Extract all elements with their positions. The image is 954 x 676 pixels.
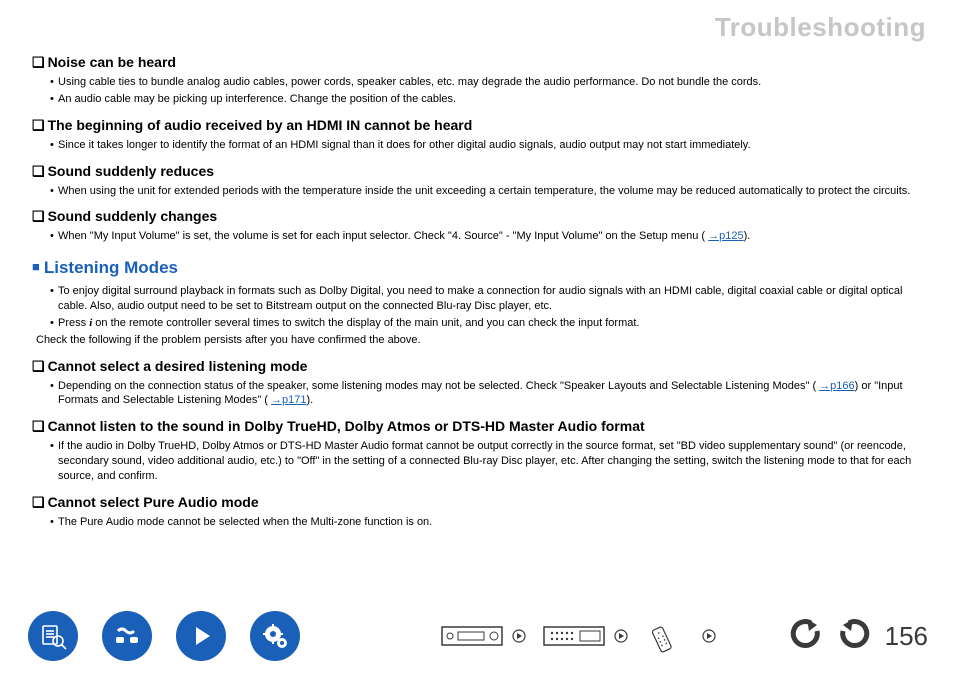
link-p125[interactable]: →p125 xyxy=(708,230,743,242)
heading-pure: ❏Cannot select Pure Audio mode xyxy=(32,494,926,511)
settings-icon[interactable] xyxy=(250,611,300,661)
manual-icon[interactable] xyxy=(28,611,78,661)
link-p171[interactable]: →p171 xyxy=(271,394,306,406)
heading-reduces: ❏Sound suddenly reduces xyxy=(32,163,926,180)
bullet: •When using the unit for extended period… xyxy=(32,184,926,199)
bullet: •When "My Input Volume" is set, the volu… xyxy=(32,229,926,244)
heading-hdmi: ❏The beginning of audio received by an H… xyxy=(32,117,926,134)
connections-icon[interactable] xyxy=(102,611,152,661)
heading-noise: ❏Noise can be heard xyxy=(32,54,926,71)
heading-cannot-mode: ❏Cannot select a desired listening mode xyxy=(32,358,926,375)
heading-changes: ❏Sound suddenly changes xyxy=(32,208,926,225)
bullet: •Using cable ties to bundle analog audio… xyxy=(32,75,926,90)
heading-listening-modes: ■Listening Modes xyxy=(32,258,926,278)
bullet: •An audio cable may be picking up interf… xyxy=(32,92,926,107)
device-front-button[interactable] xyxy=(440,619,526,653)
bullet: •The Pure Audio mode cannot be selected … xyxy=(32,515,926,530)
next-page-button[interactable] xyxy=(837,617,871,656)
page-title: Troubleshooting xyxy=(715,12,926,43)
bullet: •If the audio in Dolby TrueHD, Dolby Atm… xyxy=(32,439,926,484)
bullet: •Press i on the remote controller severa… xyxy=(32,316,926,331)
bullet: •Since it takes longer to identify the f… xyxy=(32,138,926,153)
note-text: Check the following if the problem persi… xyxy=(32,333,926,348)
heading-dolby: ❏Cannot listen to the sound in Dolby Tru… xyxy=(32,418,926,435)
content-area: ❏Noise can be heard •Using cable ties to… xyxy=(32,44,926,532)
device-rear-button[interactable] xyxy=(542,619,628,653)
prev-page-button[interactable] xyxy=(789,617,823,656)
link-p166[interactable]: →p166 xyxy=(819,380,854,392)
device-remote-button[interactable] xyxy=(644,619,716,653)
nav-left xyxy=(28,611,300,661)
bullet: •Depending on the connection status of t… xyxy=(32,379,926,409)
page-number: 156 xyxy=(885,621,928,652)
footer-nav: 156 xyxy=(0,608,954,664)
bullet: •To enjoy digital surround playback in f… xyxy=(32,284,926,314)
nav-right: 156 xyxy=(789,617,928,656)
play-icon[interactable] xyxy=(176,611,226,661)
nav-mid xyxy=(440,619,716,653)
